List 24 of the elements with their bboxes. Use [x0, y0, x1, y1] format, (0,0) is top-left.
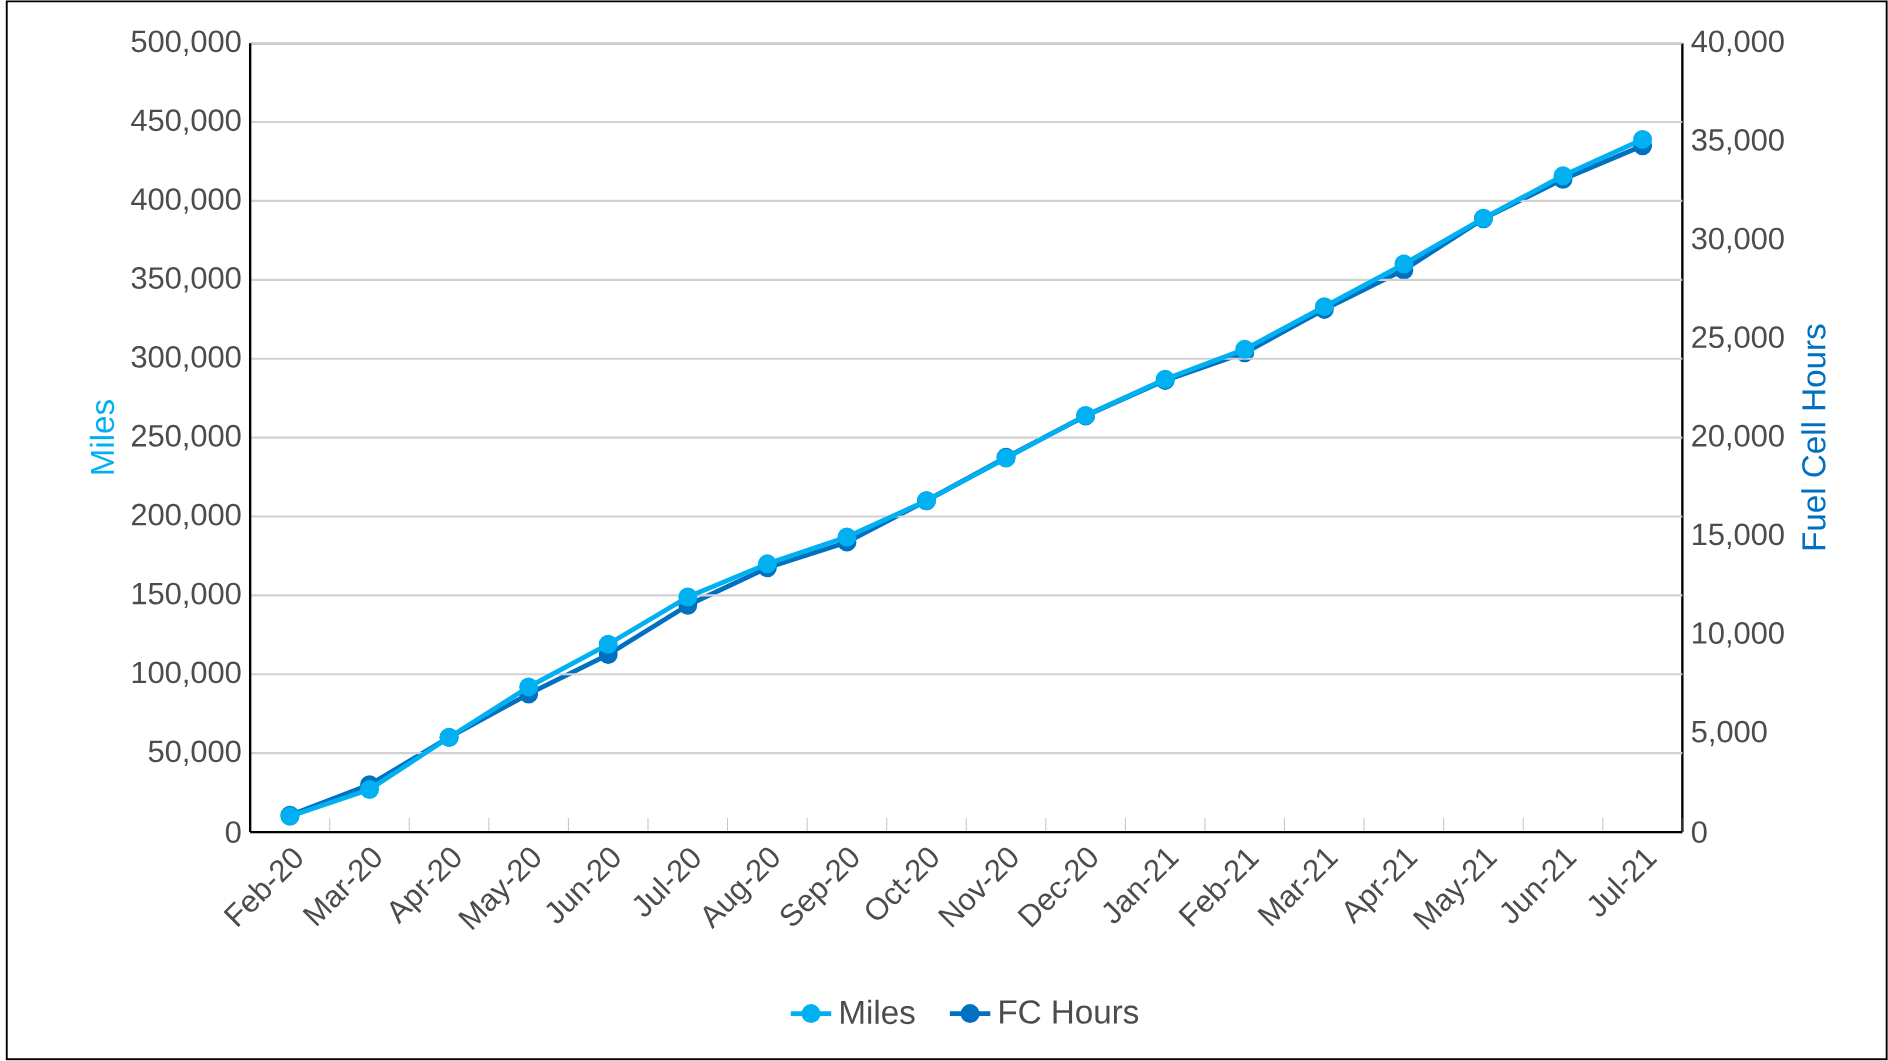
y2-tick-label: 15,000 [1693, 523, 1784, 550]
y2-tick-label: 10,000 [1693, 622, 1784, 648]
y-axis-title: Miles [89, 400, 115, 474]
y2-tick-label: 25,000 [1692, 326, 1784, 352]
y2-tick-label: 30,000 [1691, 227, 1784, 254]
legend-label: FC Hours [1000, 1000, 1139, 1024]
y-tick-label: 300,000 [131, 346, 241, 372]
y2-tick-label: 35,000 [1691, 129, 1784, 155]
y2-tick-label: 5,000 [1691, 720, 1767, 747]
y-tick-label: 450,000 [131, 109, 241, 135]
y-tick-label: 350,000 [131, 267, 241, 293]
y-tick-label: 0 [225, 821, 241, 844]
y-tick-label: 200,000 [131, 503, 241, 530]
y-tick-label: 50,000 [148, 740, 241, 767]
y2-tick-label: 0 [1691, 821, 1707, 844]
legend-label: Miles [841, 999, 915, 1025]
y2-tick-label: 40,000 [1691, 30, 1784, 57]
y-tick-label: 400,000 [131, 188, 241, 214]
y2-tick-label: 20,000 [1692, 425, 1784, 451]
y-tick-label: 100,000 [132, 661, 241, 688]
y-tick-label: 150,000 [132, 582, 241, 609]
y-tick-label: 500,000 [131, 30, 241, 57]
y-tick-label: 250,000 [131, 425, 241, 451]
y2-axis-title: Fuel Cell Hours [1801, 324, 1826, 550]
